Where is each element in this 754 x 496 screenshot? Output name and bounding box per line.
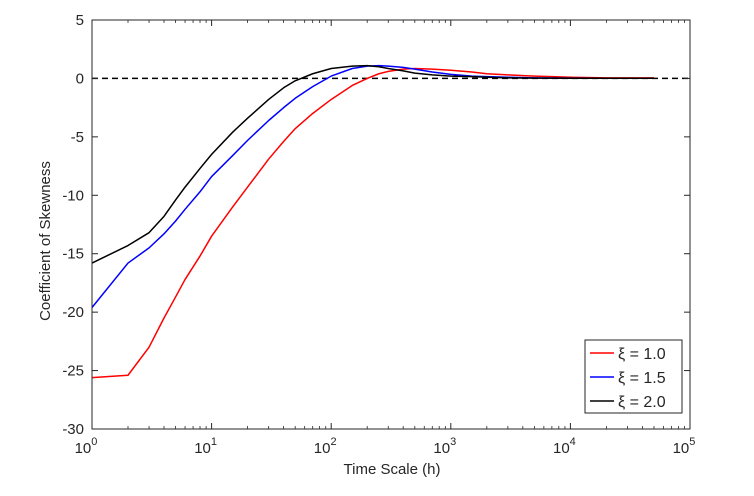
x-tick-exponent: 5: [689, 436, 695, 448]
y-tick-label: -10: [62, 187, 84, 204]
x-tick-label: 102: [314, 436, 337, 457]
y-tick-label: -15: [62, 246, 84, 263]
x-tick-exponent: 0: [91, 436, 97, 448]
x-tick-label: 100: [75, 436, 98, 457]
axes-box: [91, 19, 691, 430]
x-tick-exponent: 1: [211, 436, 217, 448]
y-tick-label: 0: [76, 70, 84, 87]
y-tick-labels: 5 0 -5 -10 -15 -20 -25 -30: [62, 12, 84, 438]
x-tick-label: 104: [553, 436, 576, 457]
legend-label-xi-1-5: ξ = 1.5: [618, 370, 666, 387]
legend-label-xi-1-0: ξ = 1.0: [618, 346, 666, 363]
series-line-0: [91, 67, 654, 379]
series-line-2: [91, 64, 654, 264]
x-tick-label: 101: [194, 436, 217, 457]
legend: ξ = 1.0 ξ = 1.5 ξ = 2.0: [584, 339, 683, 414]
y-tick-label: -20: [62, 304, 84, 321]
legend-label-xi-2-0: ξ = 2.0: [618, 394, 666, 411]
axes: [91, 19, 691, 430]
y-tick-label: -25: [62, 363, 84, 380]
x-tick-exponent: 4: [570, 436, 576, 448]
y-tick-label: 5: [76, 12, 84, 29]
x-axis-title: Time Scale (h): [344, 461, 441, 478]
x-tick-exponent: 2: [330, 436, 336, 448]
y-tick-label: -30: [62, 421, 84, 438]
x-tick-labels: 100 101 102 103 104 105: [75, 436, 696, 457]
y-tick-label: -5: [71, 129, 84, 146]
x-tick-exponent: 3: [450, 436, 456, 448]
y-axis-title: Coefficient of Skewness: [37, 161, 54, 321]
x-tick-label: 105: [673, 436, 696, 457]
x-tick-label: 103: [433, 436, 456, 457]
series-layer: [91, 64, 654, 379]
